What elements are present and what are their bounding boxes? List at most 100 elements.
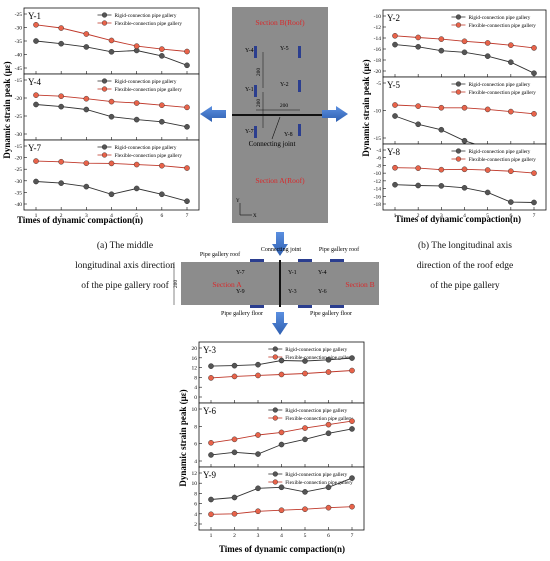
- xtick-label: 2: [417, 213, 420, 219]
- panel-label: Y-4: [28, 77, 41, 87]
- ytick-label: 8: [194, 375, 197, 381]
- plot-frame: [23, 139, 200, 211]
- data-point-rigid: [302, 489, 308, 495]
- data-point-flexible: [184, 104, 190, 111]
- gauge-label-y2: Y-2: [280, 82, 289, 88]
- data-point-rigid: [461, 184, 468, 191]
- data-point-rigid: [159, 118, 165, 125]
- data-point-rigid: [159, 191, 165, 198]
- ytick-label: 12: [192, 471, 198, 477]
- ytick-label: -10: [374, 14, 382, 20]
- ytick-label: 10: [192, 407, 198, 413]
- data-point-flexible: [159, 162, 165, 169]
- caption-b-line-2: direction of the roof edge: [416, 261, 514, 271]
- ytick-label: -15: [374, 136, 382, 142]
- xtick-label: 2: [233, 533, 236, 539]
- arrow-left: [200, 106, 226, 122]
- data-point-rigid: [302, 358, 308, 364]
- data-point-rigid: [392, 113, 398, 119]
- mid-gauge-y1: [298, 259, 312, 262]
- mid-section-a: Section A: [212, 280, 242, 289]
- gauge-label-y1: Y-1: [245, 87, 254, 93]
- data-point-flexible: [325, 369, 332, 375]
- data-point-rigid: [255, 361, 261, 368]
- ytick-label: -15: [15, 144, 23, 150]
- chart-panels: -25-30-35-40-45Y-1 Rigid-connection pipe …: [15, 7, 547, 539]
- data-point-flexible: [302, 425, 308, 431]
- data-point-rigid: [108, 49, 115, 55]
- data-point-flexible: [58, 25, 64, 31]
- legend-label-rigid: Rigid-connection pipe gallery: [468, 149, 530, 155]
- panel-label: Y-6: [203, 406, 216, 416]
- gauge-y5: [298, 46, 301, 58]
- data-point-rigid: [133, 185, 140, 192]
- data-point-rigid: [278, 441, 285, 448]
- data-point-rigid: [108, 113, 115, 120]
- dim-label-1: 200: [256, 68, 262, 77]
- data-point-flexible: [83, 160, 90, 166]
- mid-roof-left: Pipe gallery roof: [200, 251, 240, 258]
- data-point-flexible: [484, 167, 491, 173]
- dim-label-3: 200: [280, 103, 289, 109]
- legend-swatch-marker: [101, 20, 108, 26]
- mid-gauge-label-y9: Y-9: [236, 289, 245, 295]
- data-point-flexible: [255, 372, 261, 379]
- ytick-label: 12: [192, 366, 198, 372]
- data-point-rigid: [531, 70, 537, 76]
- ytick-label: -12: [374, 179, 382, 185]
- data-point-flexible: [133, 43, 140, 49]
- xtick-label: 7: [533, 213, 536, 219]
- ytick-label: -30: [15, 132, 23, 138]
- legend-label-rigid: Rigid-connection pipe gallery: [115, 145, 177, 151]
- caption-a: (a) The middle longitudinal axis directi…: [40, 236, 210, 296]
- caption-a-line-1: (a) The middle: [96, 241, 154, 251]
- ytick-label: -18: [374, 58, 382, 64]
- data-point-flexible: [133, 100, 140, 106]
- dim-label-2: 200: [256, 99, 262, 108]
- xtick-label: 7: [351, 533, 354, 539]
- xtick-label: 4: [280, 533, 283, 539]
- legend-swatch-marker: [272, 346, 278, 352]
- gauge-y4: [254, 46, 257, 58]
- data-point-flexible: [33, 21, 39, 28]
- data-point-flexible: [392, 164, 398, 171]
- data-point-rigid: [231, 449, 238, 456]
- panel-label: Y-1: [28, 11, 41, 21]
- data-point-rigid: [415, 121, 421, 128]
- mid-roof-right: Pipe gallery roof: [319, 246, 359, 253]
- data-point-rigid: [415, 182, 421, 189]
- legend-swatch-marker: [272, 354, 278, 360]
- xtick-label: 6: [160, 213, 163, 219]
- ytick-label: 2: [194, 522, 197, 528]
- legend-swatch-marker: [272, 407, 278, 413]
- data-point-rigid: [184, 62, 190, 69]
- chart-panel-y-7: -15 -20 -25 -30 -35 -40 1 2 3 4 5 6 7 Y-7 Rigid-connec…: [15, 139, 200, 219]
- ytick-label: -6: [376, 156, 381, 162]
- ytick-label: 4: [194, 459, 197, 465]
- xtick-label: 7: [186, 213, 189, 219]
- legend-label-flexible: Flexible-connection pipe gallery: [468, 90, 536, 96]
- xtick-label: 4: [110, 213, 113, 219]
- ytick-label: -30: [15, 179, 23, 185]
- legend-swatch-marker: [455, 22, 462, 28]
- data-point-flexible: [33, 158, 39, 164]
- caption-b: (b) The longitudinal axis direction of t…: [385, 236, 545, 296]
- chart-panel-y-8: -4 -6-8 -10 -12 -14-16 -18 1 2 3 4 5 6 7 Y-8 Rigid-con…: [374, 143, 547, 219]
- data-point-rigid: [349, 355, 355, 361]
- gauge-label-y4: Y-4: [245, 48, 254, 54]
- data-point-rigid: [58, 180, 64, 186]
- data-point-flexible: [531, 170, 537, 176]
- data-point-rigid: [461, 49, 468, 56]
- xtick-label: 1: [210, 533, 213, 539]
- ytick-label: 16: [192, 356, 198, 362]
- data-point-rigid: [438, 183, 445, 189]
- data-point-flexible: [438, 104, 445, 111]
- data-point-flexible: [302, 506, 308, 513]
- data-point-flexible: [325, 504, 332, 511]
- legend-swatch-marker: [101, 144, 108, 150]
- xtick-label: 5: [135, 213, 138, 219]
- data-point-rigid: [133, 116, 140, 123]
- data-point-flexible: [83, 95, 90, 102]
- mid-dim-label: 200: [173, 280, 179, 289]
- data-point-flexible: [255, 508, 261, 515]
